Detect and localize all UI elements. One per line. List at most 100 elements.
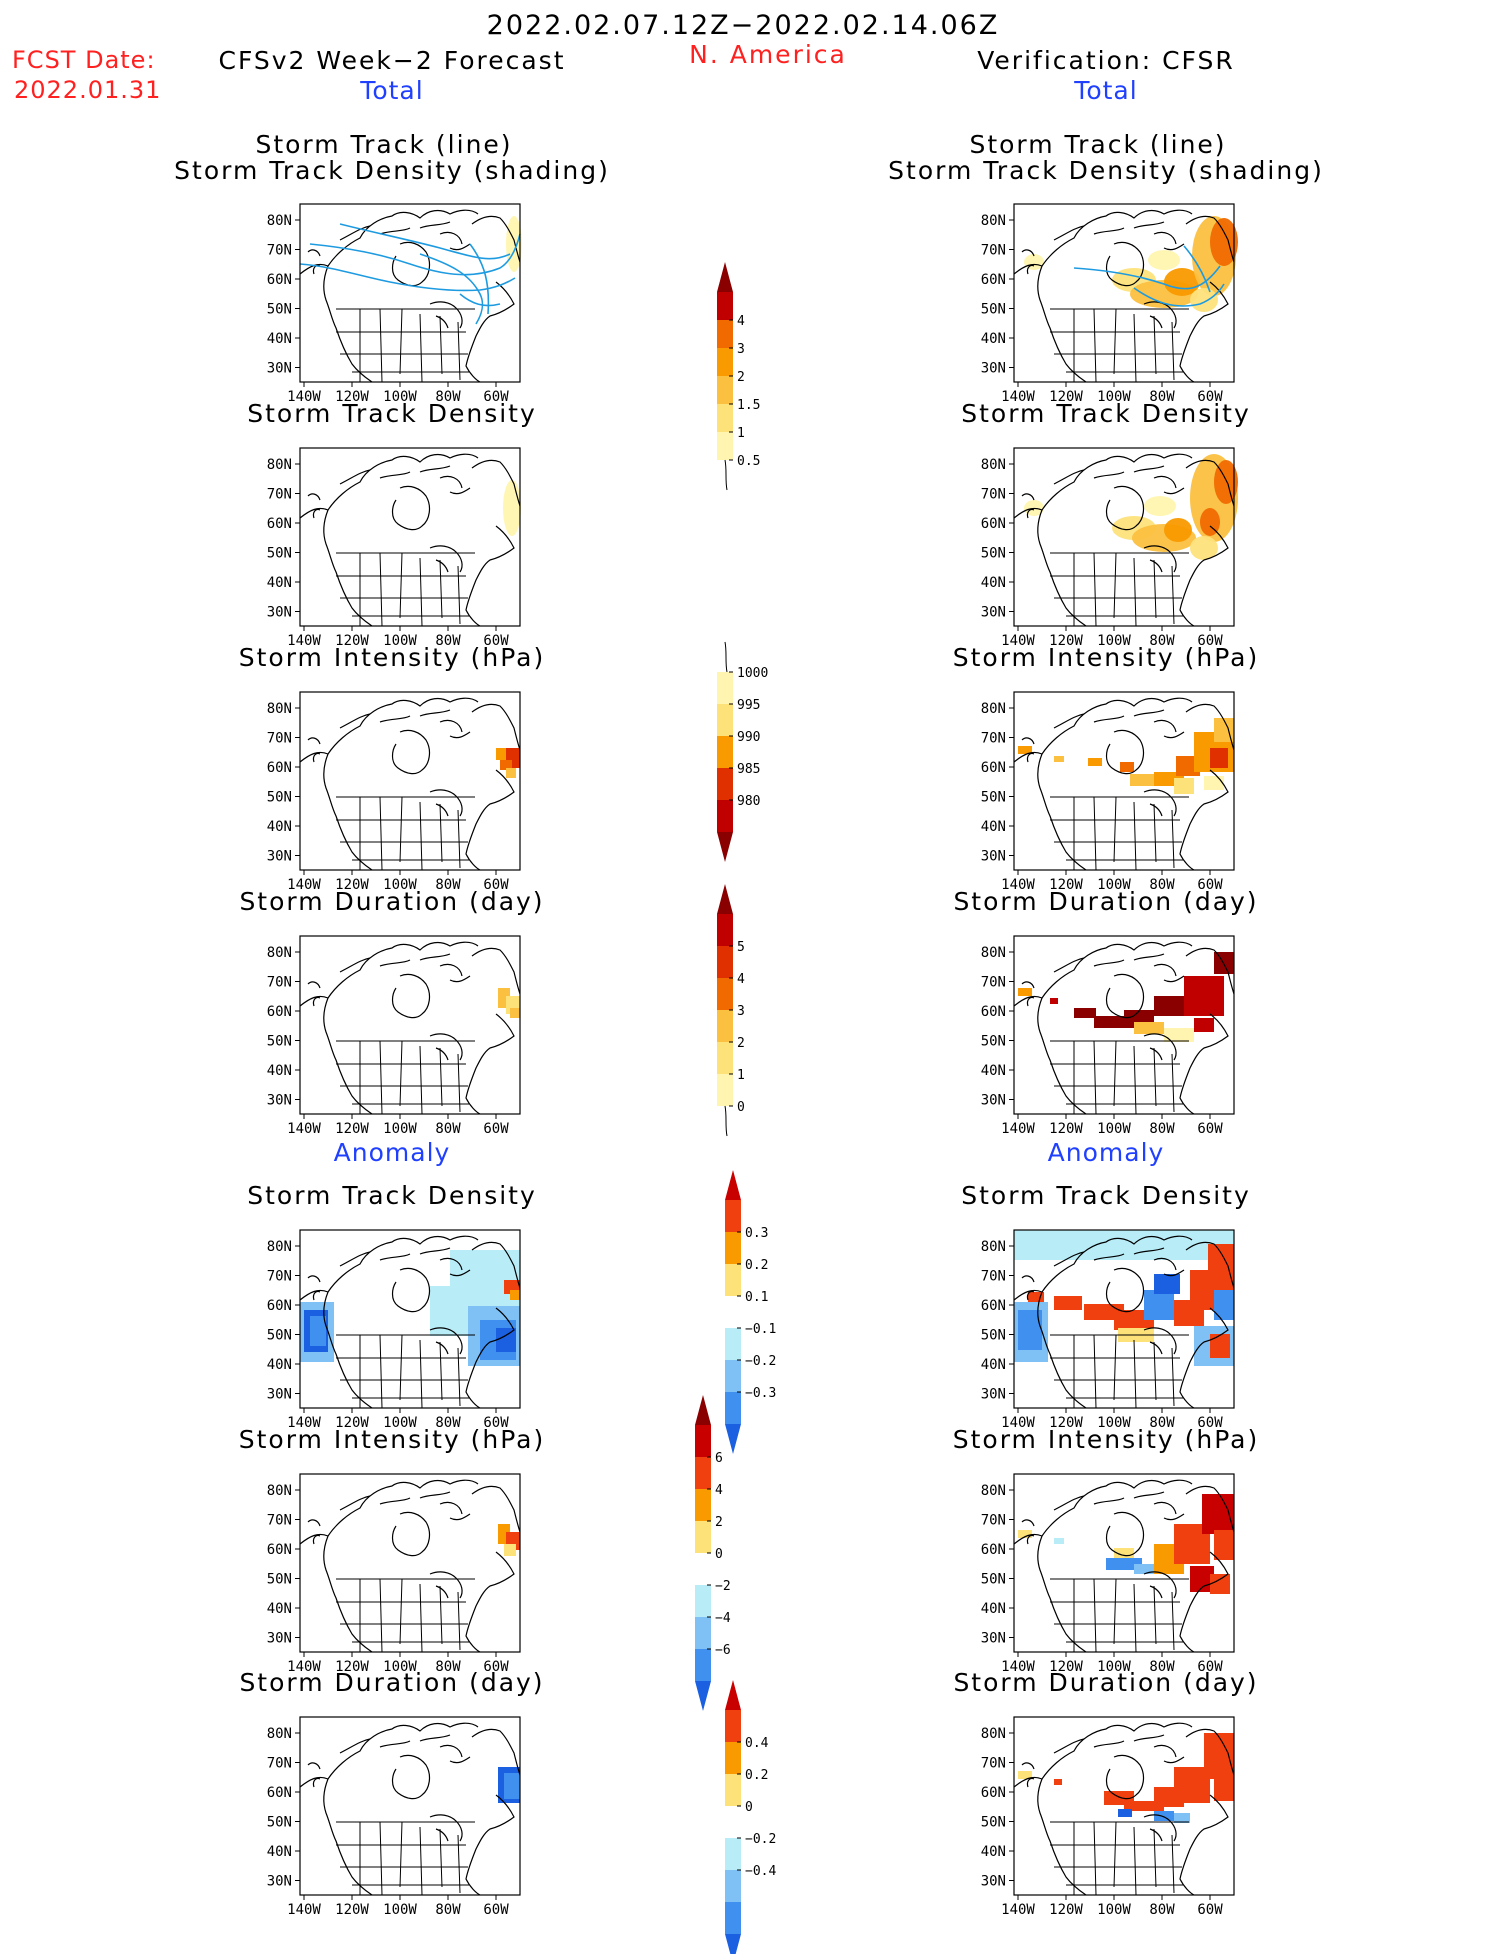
colorbar-density-total: 4 3 2 1.5 1 0.5 bbox=[717, 262, 807, 518]
lat-tick-label: 70N bbox=[267, 243, 292, 259]
lat-tick-label: 30N bbox=[981, 849, 1006, 865]
lon-tick-label: 60W bbox=[1197, 1659, 1223, 1675]
lon-tick-label: 60W bbox=[483, 633, 509, 649]
colorbar-label: 2 bbox=[715, 1515, 723, 1530]
lat-tick-label: 40N bbox=[267, 575, 292, 591]
verification-title: Verification: CFSR bbox=[977, 46, 1235, 75]
lat-tick-label: 70N bbox=[267, 1513, 292, 1529]
lon-tick-label: 100W bbox=[383, 389, 417, 405]
lat-tick-label: 70N bbox=[981, 1513, 1006, 1529]
lon-tick-label: 140W bbox=[1001, 877, 1035, 893]
region-title: N. America bbox=[689, 40, 847, 69]
lon-tick-label: 60W bbox=[1197, 389, 1223, 405]
map-obs-duration: 80N 70N 60N 50N 40N 30N 140W 120W 100W 80W 60W bbox=[944, 928, 1244, 1173]
left-title-intensity: Storm Intensity (hPa) bbox=[238, 643, 546, 672]
lat-tick-label: 40N bbox=[267, 1357, 292, 1373]
lat-tick-label: 80N bbox=[267, 457, 292, 473]
lat-tick-label: 70N bbox=[981, 487, 1006, 503]
right-title-anom-intensity: Storm Intensity (hPa) bbox=[952, 1425, 1260, 1454]
lon-tick-label: 120W bbox=[1049, 633, 1083, 649]
left-title-track-line: Storm Track (line) bbox=[255, 130, 513, 159]
map-fcst-anom-duration: 80N 70N 60N 50N 40N 30N 140W 120W 100W 80W 60W bbox=[230, 1709, 530, 1954]
colorbar-label: 0 bbox=[715, 1547, 723, 1562]
lat-tick-label: 70N bbox=[267, 1269, 292, 1285]
lon-tick-label: 100W bbox=[383, 1659, 417, 1675]
lon-tick-label: 60W bbox=[483, 877, 509, 893]
colorbar-intensity-total: 1000 995 990 985 980 bbox=[717, 641, 807, 894]
lon-tick-label: 100W bbox=[1097, 1415, 1131, 1431]
lon-tick-label: 140W bbox=[287, 1415, 321, 1431]
lat-tick-label: 40N bbox=[981, 1601, 1006, 1617]
lat-tick-label: 50N bbox=[981, 1572, 1006, 1588]
colorbar-label: 3 bbox=[737, 342, 745, 357]
lat-tick-label: 80N bbox=[981, 945, 1006, 961]
lat-tick-label: 30N bbox=[981, 1631, 1006, 1647]
lat-tick-label: 80N bbox=[981, 701, 1006, 717]
lat-tick-label: 40N bbox=[981, 1844, 1006, 1860]
lat-tick-label: 30N bbox=[267, 1631, 292, 1647]
lat-tick-label: 80N bbox=[981, 1239, 1006, 1255]
lon-tick-label: 140W bbox=[1001, 389, 1035, 405]
lat-tick-label: 80N bbox=[981, 1726, 1006, 1742]
lat-tick-label: 80N bbox=[267, 701, 292, 717]
lat-tick-label: 70N bbox=[981, 975, 1006, 991]
lat-tick-label: 40N bbox=[981, 575, 1006, 591]
lat-tick-label: 30N bbox=[267, 1387, 292, 1403]
lat-tick-label: 50N bbox=[981, 1034, 1006, 1050]
lat-tick-label: 30N bbox=[981, 1387, 1006, 1403]
lon-tick-label: 80W bbox=[435, 1415, 461, 1431]
lon-tick-label: 140W bbox=[287, 877, 321, 893]
map-fcst-duration: 80N 70N 60N 50N 40N 30N 140W 120W 100W 80W 60W bbox=[230, 928, 530, 1173]
lat-tick-label: 50N bbox=[267, 1034, 292, 1050]
right-title-track-density: Storm Track Density bbox=[961, 399, 1251, 428]
left-title-anom-duration: Storm Duration (day) bbox=[239, 1668, 545, 1697]
lat-tick-label: 60N bbox=[981, 1298, 1006, 1314]
lat-tick-label: 60N bbox=[267, 1542, 292, 1558]
left-title-track-density: Storm Track Density bbox=[247, 399, 537, 428]
lon-tick-label: 60W bbox=[483, 1415, 509, 1431]
lon-tick-label: 120W bbox=[335, 877, 369, 893]
lon-tick-label: 60W bbox=[483, 1659, 509, 1675]
lat-tick-label: 60N bbox=[267, 760, 292, 776]
colorbar-label: 980 bbox=[737, 794, 760, 809]
date-range-title: 2022.02.07.12Z−2022.02.14.06Z bbox=[486, 10, 1000, 41]
lon-tick-label: 120W bbox=[335, 1902, 369, 1918]
lon-tick-label: 140W bbox=[1001, 1902, 1035, 1918]
lon-tick-label: 120W bbox=[335, 389, 369, 405]
colorbar-label: 0.4 bbox=[745, 1736, 769, 1751]
lon-tick-label: 120W bbox=[1049, 389, 1083, 405]
lon-tick-label: 140W bbox=[1001, 633, 1035, 649]
colorbar-label: 4 bbox=[737, 972, 745, 987]
map-fcst-density: 80N 70N 60N 50N 40N 30N 140W 120W 100W 80W 60W bbox=[230, 440, 530, 685]
lat-tick-label: 60N bbox=[267, 516, 292, 532]
lat-tick-label: 50N bbox=[981, 1815, 1006, 1831]
colorbar-label: 0.3 bbox=[745, 1226, 768, 1241]
lat-tick-label: 80N bbox=[981, 1483, 1006, 1499]
colorbar-label: −2 bbox=[715, 1579, 731, 1594]
colorbar-label: 6 bbox=[715, 1451, 723, 1466]
lon-tick-label: 120W bbox=[335, 1659, 369, 1675]
lat-tick-label: 80N bbox=[267, 945, 292, 961]
lat-tick-label: 50N bbox=[981, 790, 1006, 806]
colorbar-label: −4 bbox=[715, 1611, 731, 1626]
lat-tick-label: 30N bbox=[981, 1874, 1006, 1890]
colorbar-label: 2 bbox=[737, 1036, 745, 1051]
lat-tick-label: 70N bbox=[267, 731, 292, 747]
lon-tick-label: 80W bbox=[435, 633, 461, 649]
lat-tick-label: 40N bbox=[981, 819, 1006, 835]
colorbar-label: 4 bbox=[737, 314, 745, 329]
lon-tick-label: 140W bbox=[1001, 1659, 1035, 1675]
lat-tick-label: 50N bbox=[267, 1572, 292, 1588]
colorbar-label: 5 bbox=[737, 940, 745, 955]
colorbar-label: −0.1 bbox=[745, 1322, 776, 1337]
lon-tick-label: 140W bbox=[287, 633, 321, 649]
lon-tick-label: 100W bbox=[383, 1902, 417, 1918]
lon-tick-label: 80W bbox=[435, 1659, 461, 1675]
right-title-track-density-shading: Storm Track Density (shading) bbox=[888, 156, 1324, 185]
right-title-track-line: Storm Track (line) bbox=[969, 130, 1227, 159]
lat-tick-label: 40N bbox=[267, 1601, 292, 1617]
lat-tick-label: 50N bbox=[267, 302, 292, 318]
lon-tick-label: 80W bbox=[435, 389, 461, 405]
map-fcst-anom-density: 80N 70N 60N 50N 40N 30N 140W 120W 100W 80W 60W bbox=[230, 1222, 530, 1467]
lon-tick-label: 100W bbox=[383, 1415, 417, 1431]
